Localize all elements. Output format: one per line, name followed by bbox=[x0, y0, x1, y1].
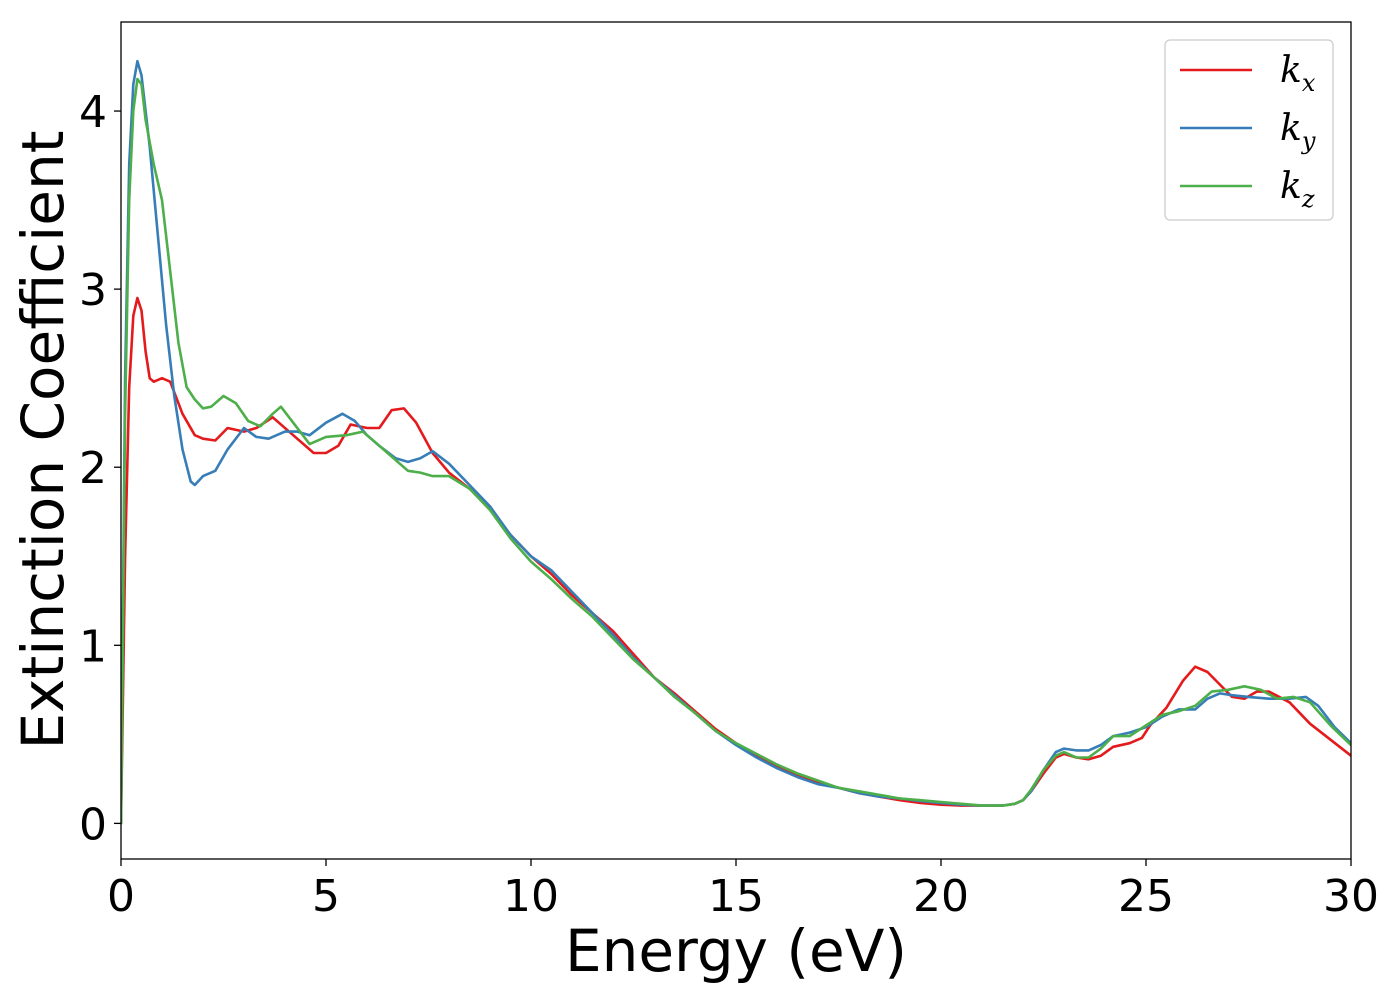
legend-frame bbox=[1164, 39, 1334, 221]
legend-label-base: k bbox=[1280, 108, 1302, 149]
legend-label-base: k bbox=[1280, 50, 1302, 91]
x-axis-ticks: 0 5 10 15 20 25 30 bbox=[107, 859, 1379, 922]
legend-label-ky: ky bbox=[1280, 108, 1316, 155]
series-line-kx bbox=[121, 296, 1351, 825]
x-tick-label: 0 bbox=[107, 871, 135, 922]
x-tick-label: 10 bbox=[503, 871, 559, 922]
legend-label-kx: kx bbox=[1280, 50, 1316, 97]
series-line-kz bbox=[121, 77, 1351, 825]
legend-label-base: k bbox=[1280, 166, 1302, 207]
x-tick-label: 30 bbox=[1323, 871, 1379, 922]
x-axis-label: Energy (eV) bbox=[565, 917, 907, 985]
legend-label-subscript: z bbox=[1301, 185, 1315, 213]
y-axis-label: Extinction Coefficient bbox=[9, 131, 77, 750]
legend-label-kz: kz bbox=[1280, 166, 1315, 213]
y-tick-label: 4 bbox=[79, 87, 107, 138]
x-tick-label: 15 bbox=[708, 871, 764, 922]
y-tick-label: 0 bbox=[79, 799, 107, 850]
legend-label-subscript: y bbox=[1301, 127, 1316, 155]
y-tick-label: 1 bbox=[79, 621, 107, 672]
y-tick-label: 2 bbox=[79, 443, 107, 494]
x-tick-label: 25 bbox=[1118, 871, 1174, 922]
x-tick-label: 5 bbox=[312, 871, 340, 922]
x-tick-label: 20 bbox=[913, 871, 969, 922]
plot-background bbox=[121, 22, 1351, 859]
series-layer bbox=[121, 59, 1351, 825]
y-tick-label: 3 bbox=[79, 265, 107, 316]
legend-label-subscript: x bbox=[1302, 69, 1316, 97]
y-axis-ticks: 0 1 2 3 4 bbox=[79, 87, 121, 850]
